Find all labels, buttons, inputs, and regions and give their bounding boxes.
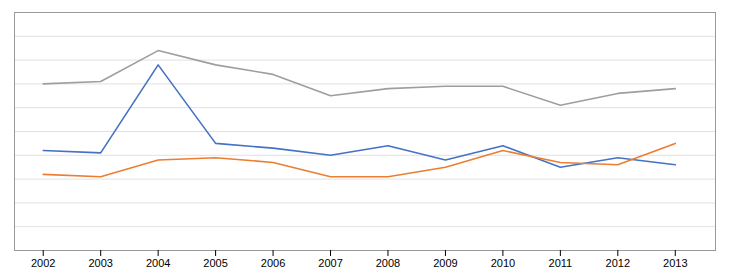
svg-text:2006: 2006 <box>261 257 285 269</box>
svg-text:2007: 2007 <box>318 257 342 269</box>
svg-text:2013: 2013 <box>663 257 687 269</box>
svg-text:2004: 2004 <box>146 257 170 269</box>
svg-text:2008: 2008 <box>376 257 400 269</box>
svg-text:2010: 2010 <box>491 257 515 269</box>
svg-text:2002: 2002 <box>31 257 55 269</box>
svg-text:2012: 2012 <box>606 257 630 269</box>
svg-text:2003: 2003 <box>88 257 112 269</box>
svg-text:2009: 2009 <box>433 257 457 269</box>
svg-text:2011: 2011 <box>549 257 573 269</box>
svg-text:2005: 2005 <box>203 257 227 269</box>
